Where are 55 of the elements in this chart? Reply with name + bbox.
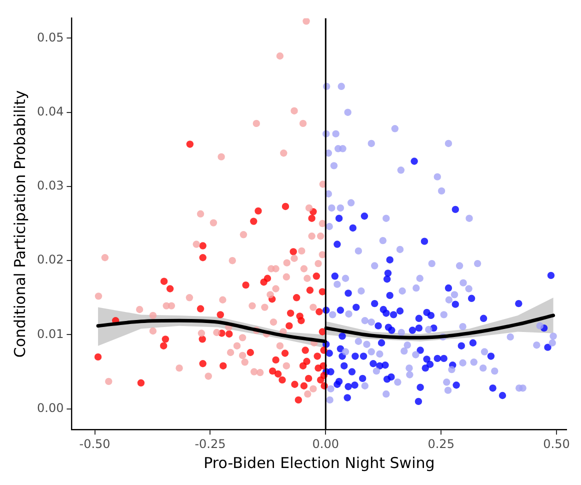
point (268, 367, 276, 375)
point (281, 350, 289, 357)
point (291, 380, 298, 388)
point (198, 336, 206, 343)
point (282, 202, 290, 210)
x-tick-label: 0.25 (428, 436, 454, 451)
point (314, 352, 321, 360)
point (186, 140, 194, 148)
x-tick-label: 0.00 (312, 436, 340, 451)
y-tick-label: 0.03 (37, 178, 64, 193)
point (304, 374, 312, 382)
point (286, 322, 293, 330)
y-tick-label: 0.00 (37, 400, 64, 415)
point (199, 242, 206, 250)
point (306, 286, 314, 294)
y-tick-label: 0.05 (37, 30, 64, 44)
y-axis-title: Conditional Participation Probability (10, 90, 29, 358)
x-tick-label: -0.25 (194, 436, 226, 451)
point (302, 346, 309, 354)
y-tick-label: 0.01 (37, 326, 64, 341)
point (226, 330, 233, 338)
point (290, 248, 297, 256)
point (250, 218, 258, 225)
point (162, 336, 170, 343)
x-tick-label: -0.50 (79, 436, 110, 451)
point (274, 370, 282, 378)
x-axis-title: Pro-Biden Election Night Swing (204, 454, 435, 472)
point (199, 360, 206, 368)
point (264, 274, 272, 282)
point (160, 278, 168, 285)
point (278, 376, 286, 384)
point (300, 382, 308, 390)
point (160, 342, 168, 350)
point (199, 254, 206, 262)
point (303, 358, 310, 366)
point (296, 312, 304, 320)
point (216, 311, 224, 318)
point (220, 362, 227, 370)
point (272, 356, 280, 364)
point (196, 305, 204, 312)
point (242, 281, 250, 289)
point (308, 214, 316, 222)
point (316, 308, 323, 316)
point (254, 207, 262, 215)
x-tick-label: 0.50 (543, 436, 570, 451)
point (292, 294, 300, 302)
point (312, 272, 320, 280)
point (166, 285, 174, 292)
point (94, 353, 102, 361)
y-tick-label: 0.04 (37, 104, 64, 118)
point (246, 348, 254, 356)
point (137, 379, 145, 386)
point (286, 310, 294, 317)
y-tick-label: 0.02 (37, 252, 64, 267)
point (294, 396, 302, 404)
